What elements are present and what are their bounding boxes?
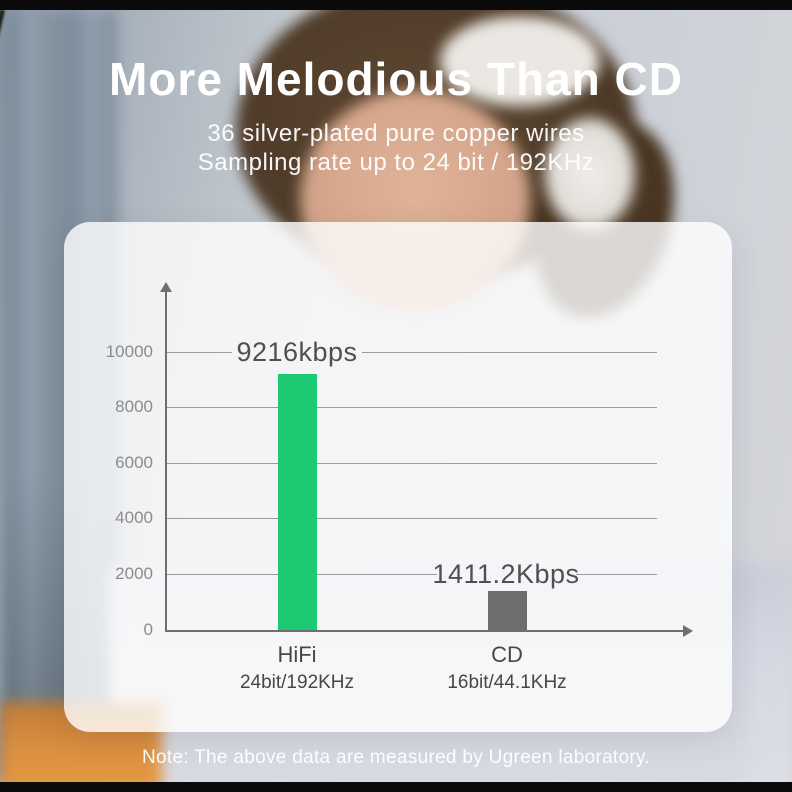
- letterbox-bottom: [0, 782, 792, 792]
- x-axis-arrow-icon: [683, 625, 693, 637]
- ytick-8000: 8000: [115, 397, 153, 416]
- ytick-6000: 6000: [115, 453, 153, 472]
- bar-cd: [488, 590, 527, 630]
- headphone-band: [440, 16, 600, 106]
- category-sublabel-cd: 16bit/44.1KHz: [447, 672, 567, 693]
- category-label-hifi: HiFi: [277, 642, 317, 667]
- value-label-cd: 1411.2Kbps: [432, 559, 580, 589]
- bar-hifi: [278, 373, 317, 630]
- gridline-8000: [165, 407, 657, 408]
- headphone-earcup: [545, 118, 635, 230]
- letterbox-top: [0, 0, 792, 10]
- gridline-10000-right: [362, 352, 657, 353]
- ytick-4000: 4000: [115, 508, 153, 527]
- y-axis-arrow-icon: [160, 282, 172, 292]
- subtitle-line-1: 36 silver-plated pure copper wires: [207, 120, 585, 147]
- page-title: More Melodious Than CD: [109, 53, 683, 105]
- gridline-2000-right: [576, 574, 657, 575]
- gridline-6000: [165, 463, 657, 464]
- ytick-0: 0: [143, 620, 153, 639]
- category-label-cd: CD: [491, 642, 523, 667]
- ytick-10000: 10000: [105, 342, 153, 361]
- gridline-10000-left: [165, 352, 232, 353]
- chart-card: 10000 8000 6000 4000 2000 0 9216kbps 141…: [64, 222, 732, 732]
- gridline-4000: [165, 518, 657, 519]
- footer-note: Note: The above data are measured by Ugr…: [142, 747, 650, 768]
- subtitle-line-2: Sampling rate up to 24 bit / 192KHz: [197, 149, 595, 176]
- y-axis: [165, 292, 167, 631]
- category-sublabel-hifi: 24bit/192KHz: [239, 672, 355, 693]
- value-label-hifi: 9216kbps: [236, 337, 358, 367]
- ytick-2000: 2000: [115, 564, 153, 583]
- x-axis: [165, 630, 685, 632]
